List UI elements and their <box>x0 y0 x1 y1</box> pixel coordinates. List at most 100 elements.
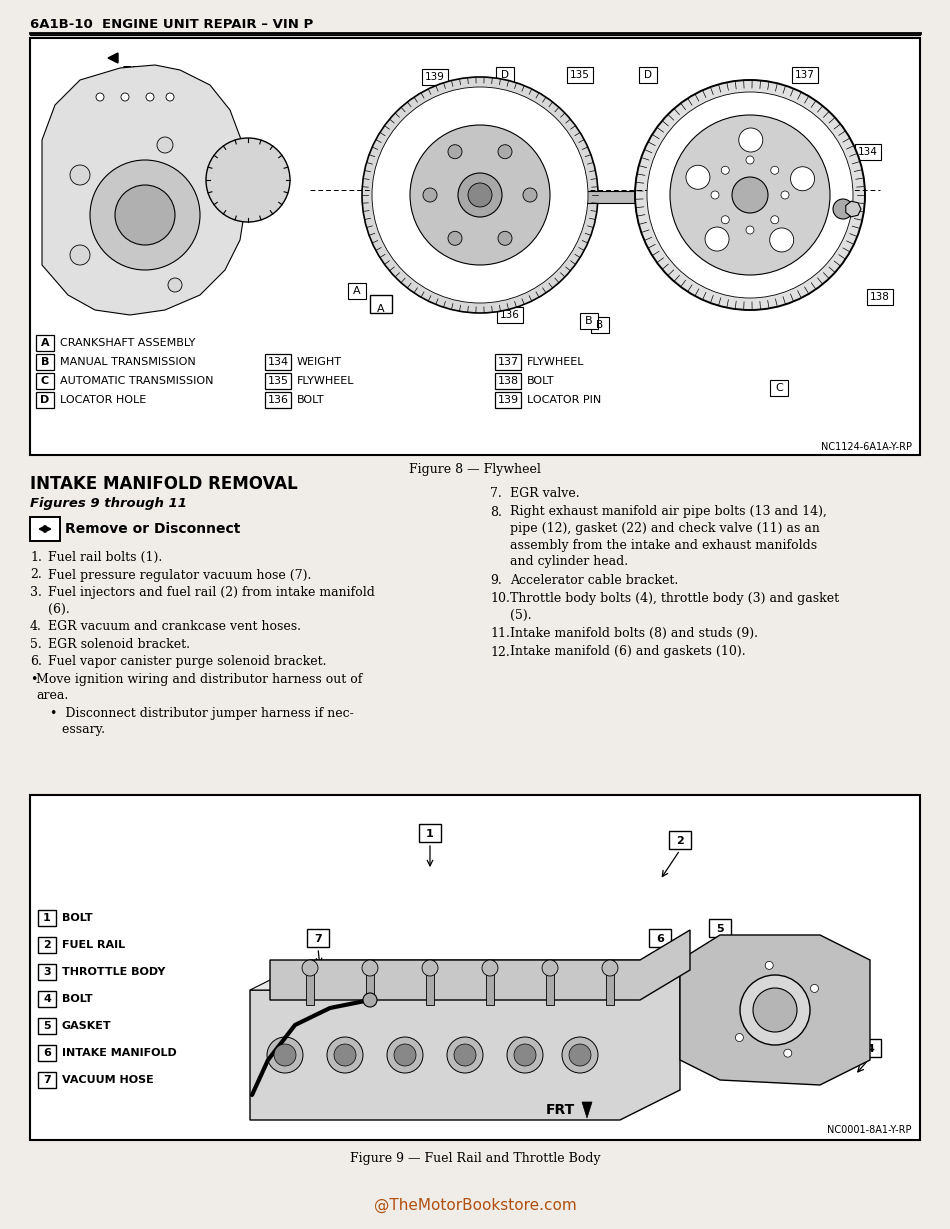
Text: FLYWHEEL: FLYWHEEL <box>297 376 354 386</box>
Text: 7: 7 <box>314 934 322 944</box>
Bar <box>38 1045 56 1061</box>
Text: Intake manifold bolts (8) and studs (9).: Intake manifold bolts (8) and studs (9). <box>510 627 758 640</box>
Circle shape <box>833 199 853 219</box>
Text: 7: 7 <box>43 1075 51 1085</box>
Text: BOLT: BOLT <box>62 994 93 1004</box>
Circle shape <box>90 160 200 270</box>
Bar <box>770 380 788 396</box>
Circle shape <box>448 145 462 159</box>
Text: pipe (12), gasket (22) and check valve (11) as an: pipe (12), gasket (22) and check valve (… <box>510 522 820 535</box>
Text: NC1124-6A1A-Y-RP: NC1124-6A1A-Y-RP <box>821 442 912 452</box>
Circle shape <box>387 1037 423 1073</box>
Bar <box>649 929 671 948</box>
Bar <box>38 909 56 925</box>
Bar <box>422 69 448 85</box>
Circle shape <box>422 960 438 976</box>
Text: (5).: (5). <box>510 608 532 622</box>
Bar <box>307 929 329 948</box>
Bar <box>495 372 521 390</box>
Text: AUTOMATIC TRANSMISSION: AUTOMATIC TRANSMISSION <box>60 376 214 386</box>
Text: Fuel pressure regulator vacuum hose (7).: Fuel pressure regulator vacuum hose (7). <box>48 569 312 581</box>
Text: area.: area. <box>36 689 68 702</box>
Circle shape <box>302 960 318 976</box>
Bar <box>591 317 609 333</box>
Circle shape <box>362 77 598 313</box>
Circle shape <box>454 1043 476 1066</box>
Text: EGR valve.: EGR valve. <box>510 487 580 500</box>
Bar <box>370 295 392 313</box>
Bar <box>855 144 881 160</box>
Text: FLYWHEEL: FLYWHEEL <box>527 356 584 367</box>
Circle shape <box>362 960 378 976</box>
Text: EGR solenoid bracket.: EGR solenoid bracket. <box>48 638 190 650</box>
Text: 11.: 11. <box>490 627 510 640</box>
Text: BOLT: BOLT <box>297 395 325 406</box>
Text: Remove or Disconnect: Remove or Disconnect <box>65 522 240 536</box>
Bar <box>426 960 434 1005</box>
Bar <box>867 289 893 305</box>
Text: 5: 5 <box>716 924 724 934</box>
Circle shape <box>721 216 730 224</box>
Text: D: D <box>644 70 652 80</box>
Bar <box>38 1018 56 1034</box>
Text: 3: 3 <box>811 944 819 954</box>
Text: •  Disconnect distributor jumper harness if nec-: • Disconnect distributor jumper harness … <box>50 707 353 719</box>
Text: 5: 5 <box>43 1021 50 1031</box>
Text: 135: 135 <box>570 70 590 80</box>
Circle shape <box>166 93 174 101</box>
Circle shape <box>739 128 763 152</box>
Bar <box>306 960 314 1005</box>
Bar <box>546 960 554 1005</box>
Bar <box>36 392 54 408</box>
Polygon shape <box>270 930 690 1000</box>
Bar <box>265 354 291 370</box>
Text: 139: 139 <box>425 73 445 82</box>
Text: VACUUM HOSE: VACUUM HOSE <box>62 1075 154 1085</box>
Text: 134: 134 <box>268 356 289 367</box>
Text: 138: 138 <box>870 293 890 302</box>
Polygon shape <box>675 199 700 215</box>
Bar <box>38 1072 56 1088</box>
Circle shape <box>410 125 550 265</box>
Text: FRT: FRT <box>122 66 154 81</box>
Circle shape <box>746 156 754 163</box>
Text: 138: 138 <box>498 376 519 386</box>
Circle shape <box>327 1037 363 1073</box>
Circle shape <box>770 166 779 175</box>
Circle shape <box>732 177 768 213</box>
Circle shape <box>267 1037 303 1073</box>
Circle shape <box>146 93 154 101</box>
Bar <box>265 392 291 408</box>
Text: WEIGHT: WEIGHT <box>297 356 342 367</box>
Bar <box>366 960 374 1005</box>
Text: 6: 6 <box>43 1048 51 1058</box>
Text: Figures 9 through 11: Figures 9 through 11 <box>30 497 187 510</box>
Bar <box>265 372 291 390</box>
Polygon shape <box>250 960 680 1120</box>
Text: and cylinder head.: and cylinder head. <box>510 556 628 568</box>
Text: BOLT: BOLT <box>62 913 93 923</box>
Text: 7.: 7. <box>490 487 502 500</box>
Text: 8.: 8. <box>490 505 502 519</box>
Text: Fuel injectors and fuel rail (2) from intake manifold: Fuel injectors and fuel rail (2) from in… <box>48 586 375 599</box>
Bar <box>486 960 494 1005</box>
Circle shape <box>70 165 90 186</box>
Text: THROTTLE BODY: THROTTLE BODY <box>62 967 165 977</box>
Circle shape <box>523 188 537 202</box>
Bar <box>639 68 657 84</box>
Text: 134: 134 <box>858 147 878 157</box>
Bar <box>419 823 441 842</box>
Text: Figure 8 — Flywheel: Figure 8 — Flywheel <box>409 463 541 476</box>
Bar <box>669 831 691 849</box>
Text: D: D <box>40 395 49 406</box>
Circle shape <box>423 188 437 202</box>
Circle shape <box>602 960 618 976</box>
Text: 4: 4 <box>43 994 51 1004</box>
Text: 9.: 9. <box>490 574 502 586</box>
Circle shape <box>96 93 104 101</box>
Circle shape <box>363 993 377 1007</box>
Text: (6).: (6). <box>48 602 69 616</box>
Text: INTAKE MANIFOLD REMOVAL: INTAKE MANIFOLD REMOVAL <box>30 474 297 493</box>
Text: Right exhaust manifold air pipe bolts (13 and 14),: Right exhaust manifold air pipe bolts (1… <box>510 505 826 519</box>
Bar <box>480 190 680 203</box>
